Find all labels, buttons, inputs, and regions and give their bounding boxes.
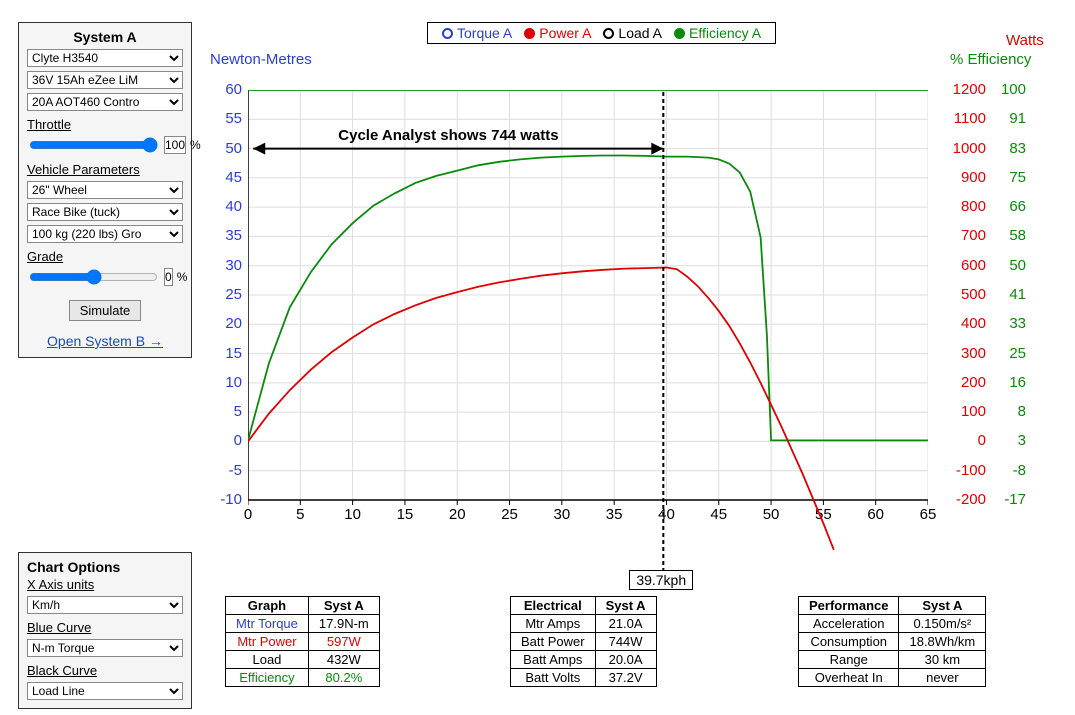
grade-unit: % bbox=[177, 270, 188, 284]
black-curve-label: Black Curve bbox=[27, 663, 183, 678]
y-right-watts-title: Watts bbox=[1006, 32, 1044, 49]
chart-options-title: Chart Options bbox=[27, 559, 183, 575]
legend-dot-icon bbox=[442, 28, 453, 39]
open-system-b-link[interactable]: Open System B → bbox=[27, 333, 183, 349]
system-a-title: System A bbox=[27, 29, 183, 45]
xaxis-units-select[interactable]: Km/h bbox=[27, 596, 183, 614]
chart-area bbox=[248, 90, 928, 500]
chart-svg bbox=[248, 90, 928, 570]
electrical-table-wrap: ElectricalSyst AMtr Amps21.0ABatt Power7… bbox=[510, 596, 657, 687]
legend-dot-icon bbox=[524, 28, 535, 39]
electrical-table: ElectricalSyst AMtr Amps21.0ABatt Power7… bbox=[510, 596, 657, 687]
legend-item[interactable]: Torque A bbox=[442, 25, 512, 41]
cursor-label: 39.7kph bbox=[629, 570, 693, 590]
graph-table-wrap: GraphSyst AMtr Torque17.9N-mMtr Power597… bbox=[225, 596, 380, 687]
y-right-eff-title: % Efficiency bbox=[950, 51, 1031, 68]
performance-table-wrap: PerformanceSyst AAcceleration0.150m/s²Co… bbox=[798, 596, 986, 687]
system-a-panel: System A Clyte H3540 36V 15Ah eZee LiM 2… bbox=[18, 22, 192, 358]
legend-label: Power A bbox=[539, 25, 591, 41]
legend-item[interactable]: Power A bbox=[524, 25, 591, 41]
grade-slider[interactable] bbox=[29, 268, 158, 286]
legend-item[interactable]: Load A bbox=[603, 25, 662, 41]
legend-dot-icon bbox=[603, 28, 614, 39]
xaxis-units-label: X Axis units bbox=[27, 577, 183, 592]
throttle-slider[interactable] bbox=[29, 136, 158, 154]
performance-table: PerformanceSyst AAcceleration0.150m/s²Co… bbox=[798, 596, 986, 687]
legend-label: Load A bbox=[618, 25, 662, 41]
y-left-title: Newton-Metres bbox=[210, 51, 312, 68]
grade-value: 0 bbox=[164, 268, 173, 286]
throttle-value: 100 bbox=[164, 136, 186, 154]
weight-select[interactable]: 100 kg (220 lbs) Gro bbox=[27, 225, 183, 243]
simulate-button[interactable]: Simulate bbox=[69, 300, 142, 321]
annotation-text: Cycle Analyst shows 744 watts bbox=[338, 127, 558, 144]
wheel-select[interactable]: 26" Wheel bbox=[27, 181, 183, 199]
throttle-unit: % bbox=[190, 138, 201, 152]
chart-options-panel: Chart Options X Axis units Km/h Blue Cur… bbox=[18, 552, 192, 709]
legend-label: Efficiency A bbox=[689, 25, 761, 41]
blue-curve-select[interactable]: N-m Torque bbox=[27, 639, 183, 657]
blue-curve-label: Blue Curve bbox=[27, 620, 183, 635]
grade-label: Grade bbox=[27, 249, 183, 264]
black-curve-select[interactable]: Load Line bbox=[27, 682, 183, 700]
throttle-label: Throttle bbox=[27, 117, 183, 132]
graph-table: GraphSyst AMtr Torque17.9N-mMtr Power597… bbox=[225, 596, 380, 687]
battery-select[interactable]: 36V 15Ah eZee LiM bbox=[27, 71, 183, 89]
bike-select[interactable]: Race Bike (tuck) bbox=[27, 203, 183, 221]
legend-item[interactable]: Efficiency A bbox=[674, 25, 761, 41]
motor-select[interactable]: Clyte H3540 bbox=[27, 49, 183, 67]
controller-select[interactable]: 20A AOT460 Contro bbox=[27, 93, 183, 111]
legend-dot-icon bbox=[674, 28, 685, 39]
legend-label: Torque A bbox=[457, 25, 512, 41]
chart-legend: Torque A Power A Load A Efficiency A bbox=[427, 22, 776, 44]
vehicle-params-label: Vehicle Parameters bbox=[27, 162, 183, 177]
